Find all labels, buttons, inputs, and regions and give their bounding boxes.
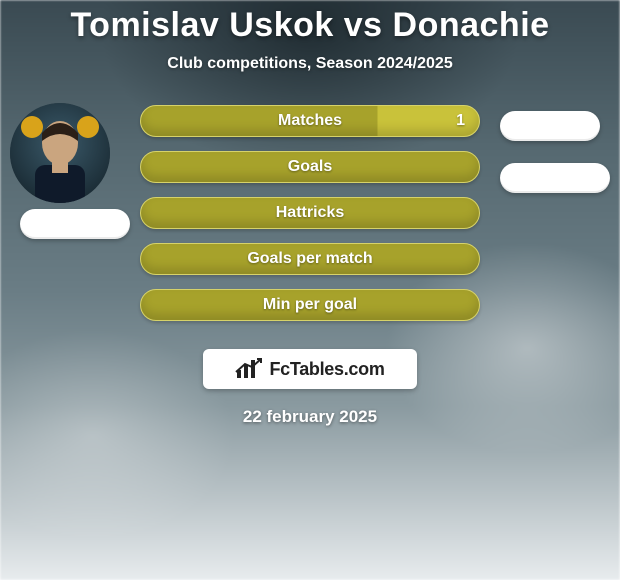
- stat-row-goals-per-match: Goals per match: [140, 243, 480, 275]
- stat-label: Matches: [278, 112, 342, 130]
- stat-rows: Matches 1 Goals Hattricks Goals per matc…: [140, 105, 480, 335]
- comparison-infographic: Tomislav Uskok vs Donachie Club competit…: [0, 0, 620, 580]
- stat-label: Goals per match: [247, 250, 372, 268]
- stat-pill-left: [20, 209, 130, 239]
- player-avatar-left: [10, 103, 110, 203]
- stat-row-hattricks: Hattricks: [140, 197, 480, 229]
- stat-row-goals: Goals: [140, 151, 480, 183]
- subtitle: Club competitions, Season 2024/2025: [0, 55, 620, 73]
- stat-label: Goals: [288, 158, 332, 176]
- source-logo: FcTables.com: [203, 349, 417, 389]
- date-text: 22 february 2025: [0, 407, 620, 427]
- bar-chart-icon: [235, 358, 263, 380]
- stat-label: Min per goal: [263, 296, 357, 314]
- stat-value-right: 1: [456, 112, 465, 130]
- stat-pill-right-1: [500, 111, 600, 141]
- stat-row-matches: Matches 1: [140, 105, 480, 137]
- page-title: Tomislav Uskok vs Donachie: [0, 6, 620, 45]
- chart-area: Matches 1 Goals Hattricks Goals per matc…: [10, 111, 610, 331]
- stat-row-min-per-goal: Min per goal: [140, 289, 480, 321]
- stat-pill-right-2: [500, 163, 610, 193]
- stat-label: Hattricks: [276, 204, 344, 222]
- logo-text: FcTables.com: [269, 359, 384, 380]
- avatar-placeholder-icon: [10, 103, 110, 203]
